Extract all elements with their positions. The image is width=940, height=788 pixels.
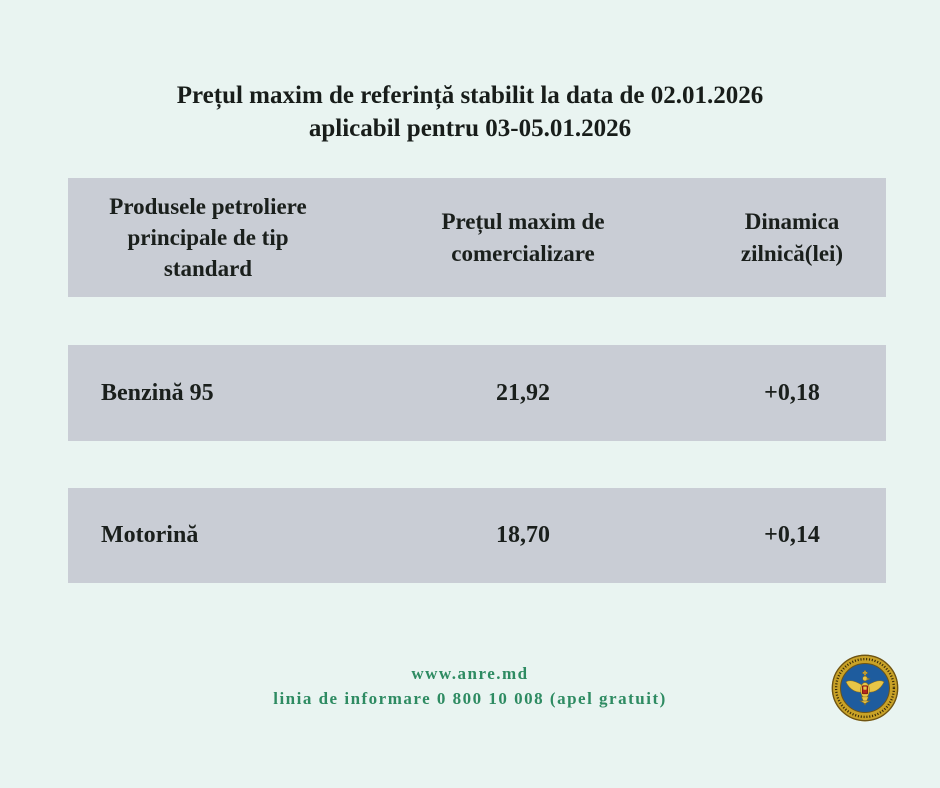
info-line-text: linia de informare 0 800 10 008 (apel gr… [273, 688, 667, 708]
column-header-products: Produsele petroliere principale de tip s… [68, 191, 348, 284]
product-name: Motorină [101, 522, 199, 548]
footer: www.anre.md linia de informare 0 800 10 … [0, 662, 940, 711]
title-line-2: aplicabil pentru 03-05.01.2026 [308, 114, 632, 142]
max-price-value: 18,70 [496, 522, 550, 548]
product-name: Benzină 95 [101, 379, 214, 406]
table-row-motorina: Motorină 18,70 +0,14 [68, 488, 886, 583]
website-text: www.anre.md [411, 664, 529, 683]
daily-dynamic-value: +0,18 [764, 379, 820, 406]
max-price-value: 21,92 [496, 379, 550, 406]
column-header-max-price-label: Prețul maxim de comercializare [441, 209, 605, 266]
table-header-row: Produsele petroliere principale de tip s… [68, 178, 886, 297]
table-row-benzina-95: Benzină 95 21,92 +0,18 [68, 345, 886, 441]
title-line-1: Prețul maxim de referință stabilit la da… [176, 82, 764, 109]
page-title: Prețul maxim de referință stabilit la da… [0, 80, 940, 145]
anre-moldova-seal-icon [831, 654, 899, 722]
column-header-max-price: Prețul maxim de comercializare [348, 206, 698, 268]
column-header-products-label: Produsele petroliere principale de tip s… [109, 193, 307, 282]
column-header-daily-dynamic: Dinamica zilnică(lei) [698, 206, 886, 268]
column-header-daily-dynamic-label: Dinamica zilnică(lei) [740, 209, 844, 266]
daily-dynamic-value: +0,14 [764, 522, 820, 548]
